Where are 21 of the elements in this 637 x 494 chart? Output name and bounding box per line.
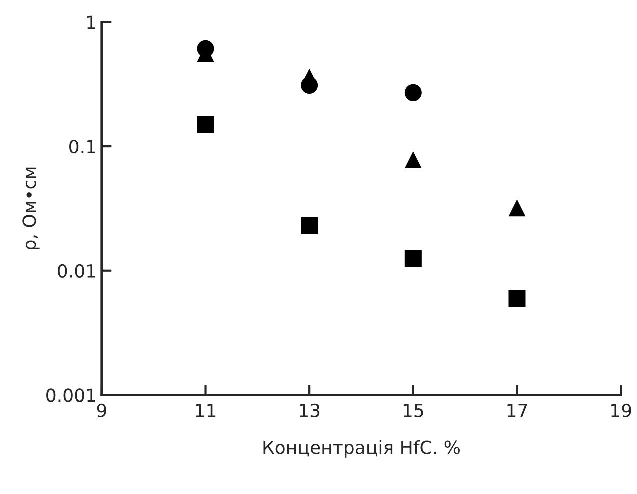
point — [508, 290, 526, 307]
x-tick-label: 15 — [404, 404, 424, 418]
y-tick-label: 0.01 — [58, 264, 96, 278]
point — [301, 76, 318, 94]
x-tick-label: 9 — [97, 404, 106, 418]
x-tick-label: 19 — [612, 404, 632, 418]
y-axis-title: ρ, Ом•см — [22, 168, 40, 250]
point — [404, 250, 422, 268]
point — [404, 84, 422, 102]
x-tick-label: 17 — [508, 404, 528, 418]
x-axis-title: Концентрація HfC. % — [264, 440, 460, 458]
x-tick-label: 13 — [300, 404, 320, 418]
y-tick-label: 1 — [88, 16, 96, 30]
x-tick-label: 11 — [196, 404, 216, 418]
y-tick-label: 0.001 — [46, 388, 96, 402]
point — [301, 217, 318, 234]
y-tick-label: 0.1 — [70, 140, 96, 154]
point — [197, 40, 214, 58]
point — [197, 116, 214, 134]
point — [508, 200, 526, 217]
point — [404, 151, 422, 168]
